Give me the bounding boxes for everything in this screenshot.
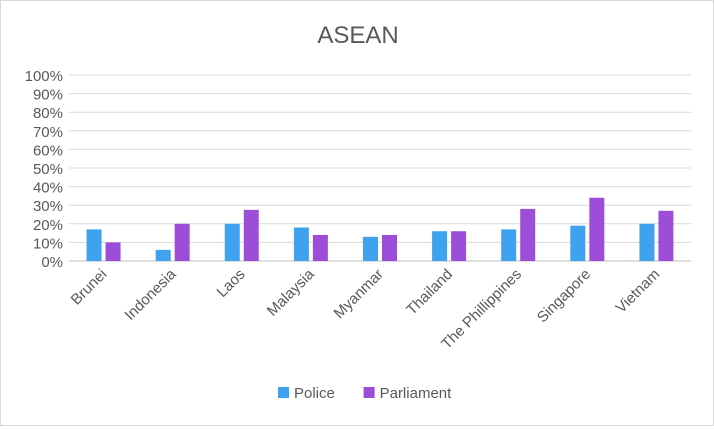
bars bbox=[86, 197, 674, 261]
bar-parliament bbox=[451, 231, 467, 261]
legend-swatch bbox=[278, 387, 289, 398]
y-tick-label: 70% bbox=[33, 124, 63, 141]
y-tick-label: 0% bbox=[41, 254, 63, 271]
y-tick-label: 60% bbox=[33, 142, 63, 159]
bar-police bbox=[224, 223, 240, 261]
y-tick-label: 30% bbox=[33, 198, 63, 215]
x-axis: Brunei Indonesia Laos Malaysia Myanmar Thaila… bbox=[68, 265, 664, 352]
y-tick-label: 40% bbox=[33, 180, 63, 197]
bar-parliament bbox=[243, 209, 259, 261]
bar-police bbox=[570, 225, 586, 261]
y-tick-label: 90% bbox=[33, 87, 63, 104]
bar-police bbox=[639, 223, 655, 261]
x-tick-label: Malaysia bbox=[264, 265, 318, 319]
bar-police bbox=[501, 229, 517, 261]
x-tick-label: Laos bbox=[214, 266, 249, 301]
bar-police bbox=[293, 227, 309, 261]
y-tick-label: 80% bbox=[33, 105, 63, 122]
x-tick-label: Singapore bbox=[534, 266, 594, 326]
x-tick-label: Indonesia bbox=[121, 265, 179, 323]
legend: Police Parliament bbox=[278, 385, 452, 402]
legend-label: Police bbox=[294, 385, 335, 402]
bar-parliament bbox=[174, 223, 190, 261]
x-tick-label: Brunei bbox=[68, 266, 111, 309]
chart-title: ASEAN bbox=[317, 22, 398, 49]
bar-parliament bbox=[105, 242, 121, 261]
x-tick-label: Myanmar bbox=[331, 266, 387, 322]
bar-parliament bbox=[658, 210, 674, 261]
legend-label: Parliament bbox=[380, 385, 453, 402]
y-tick-label: 50% bbox=[33, 161, 63, 178]
bar-police bbox=[363, 236, 378, 261]
y-tick-label: 10% bbox=[33, 235, 63, 252]
bar-police bbox=[86, 229, 102, 261]
x-tick-label: Vietnam bbox=[613, 266, 664, 317]
bar-police bbox=[155, 249, 171, 261]
bar-parliament bbox=[382, 234, 397, 261]
bar-parliament bbox=[520, 208, 536, 261]
y-axis: 0% 10%20% 30%40% 50% 60%70% 80%90% 100% bbox=[25, 68, 63, 271]
legend-swatch bbox=[363, 387, 375, 398]
gridlines bbox=[69, 74, 691, 262]
y-tick-label: 100% bbox=[25, 68, 63, 85]
x-tick-label: Thailand bbox=[403, 266, 456, 319]
y-tick-label: 20% bbox=[33, 217, 63, 234]
bar-parliament bbox=[589, 197, 605, 261]
bar-parliament bbox=[312, 234, 328, 261]
bar-police bbox=[432, 231, 448, 261]
